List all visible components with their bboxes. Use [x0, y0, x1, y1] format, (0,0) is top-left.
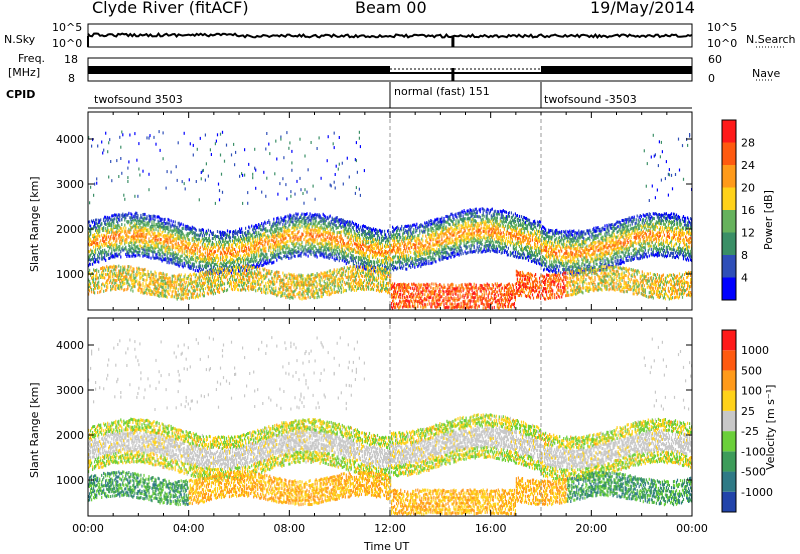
cpid-segment-1: twofsound 3503 [94, 93, 183, 106]
velocity-colorbar-frame [721, 329, 737, 513]
freq-label-line1: Freq. [18, 52, 45, 65]
freq-label-line2: [MHz] [8, 66, 40, 79]
colorbar-tick-label: -100 [741, 445, 766, 458]
power-colorbar-swatch [722, 255, 736, 278]
velocity-colorbar-swatch [722, 431, 736, 452]
velocity-colorbar-swatch [722, 410, 736, 432]
colorbar-tick-label: -1000 [741, 486, 773, 499]
y-tick-label: 4000 [56, 133, 84, 146]
power-colorbar-swatch [722, 165, 736, 188]
velocity-heatmap-cells [88, 336, 693, 516]
y-tick-label: 3000 [56, 178, 84, 191]
colorbar-tick-label: -25 [741, 425, 759, 438]
power-colorbar-swatch [722, 187, 736, 210]
nsky-tick-top: 10^5 [52, 21, 82, 34]
cpid-segment-2: normal (fast) 151 [394, 85, 490, 98]
freq-tick-top: 18 [64, 53, 78, 66]
x-tick-label: 08:00 [273, 522, 305, 535]
colorbar-tick-label: 24 [741, 159, 755, 172]
x-tick-label: 00:00 [676, 522, 708, 535]
colorbar-tick-label: 20 [741, 182, 755, 195]
cpid-segment-3: twofsound -3503 [544, 93, 637, 106]
power-colorbar-frame [721, 119, 737, 301]
power-colorbar-swatch [722, 120, 736, 143]
nsky-tick-bottom: 10^0 [52, 37, 82, 50]
colorbar-tick-label: 8 [741, 249, 748, 262]
colorbar-tick-label: 100 [741, 385, 762, 398]
x-tick-label: 00:00 [72, 522, 104, 535]
colorbar-tick-label: 500 [741, 364, 762, 377]
power-colorbar-swatch [722, 142, 736, 165]
x-tick-label: 04:00 [173, 522, 205, 535]
velocity-colorbar-swatch [722, 451, 736, 472]
velocity-colorbar-swatch [722, 471, 736, 492]
freq-tick-bottom: 8 [68, 72, 75, 85]
x-tick-label: 16:00 [475, 522, 507, 535]
beam-title: Beam 00 [355, 0, 427, 17]
freq-band-1 [88, 66, 390, 74]
y-tick-label: 4000 [56, 339, 84, 352]
velocity-colorbar-swatch [722, 390, 736, 411]
power-colorbar-swatch [722, 232, 736, 255]
y-tick-label: 1000 [56, 474, 84, 487]
colorbar-tick-label: 25 [741, 405, 755, 418]
x-tick-label: 20:00 [575, 522, 607, 535]
y-tick-label: 1000 [56, 268, 84, 281]
colorbar-tick-label: 4 [741, 272, 748, 285]
power-colorbar-swatch [722, 277, 736, 300]
y-tick-label: 2000 [56, 429, 84, 442]
nsky-label: N.Sky [4, 33, 35, 46]
velocity-colorbar-swatch [722, 491, 736, 512]
x-tick-label: 12:00 [374, 522, 406, 535]
freq-band-3 [541, 66, 692, 74]
xaxis-label: Time UT [364, 540, 409, 553]
velocity-colorbar-swatch [722, 330, 736, 351]
nave-tick-bottom: 0 [708, 72, 715, 85]
nsky-line [87, 32, 693, 39]
nsearch-label: N.Search [746, 33, 796, 46]
colorbar-tick-label: 28 [741, 137, 755, 150]
nsearch-tick-bottom: 10^0 [707, 37, 737, 50]
colorbar-tick-label: -500 [741, 466, 766, 479]
station-title: Clyde River (fitACF) [92, 0, 249, 17]
y-tick-label: 2000 [56, 223, 84, 236]
velocity-colorbar-swatch [722, 350, 736, 371]
nsearch-tick-top: 10^5 [707, 21, 737, 34]
power-colorbar-swatch [722, 210, 736, 233]
colorbar-tick-label: 12 [741, 227, 755, 240]
nave-label: Nave [752, 67, 780, 80]
cpid-label: CPID [6, 88, 35, 101]
velocity-colorbar-swatch [722, 370, 736, 391]
y-tick-label: 3000 [56, 384, 84, 397]
colorbar-tick-label: 16 [741, 204, 755, 217]
colorbar-tick-label: 1000 [741, 344, 769, 357]
date-title: 19/May/2014 [590, 0, 695, 17]
power-heatmap-cells [88, 130, 693, 310]
nave-tick-top: 60 [708, 53, 722, 66]
